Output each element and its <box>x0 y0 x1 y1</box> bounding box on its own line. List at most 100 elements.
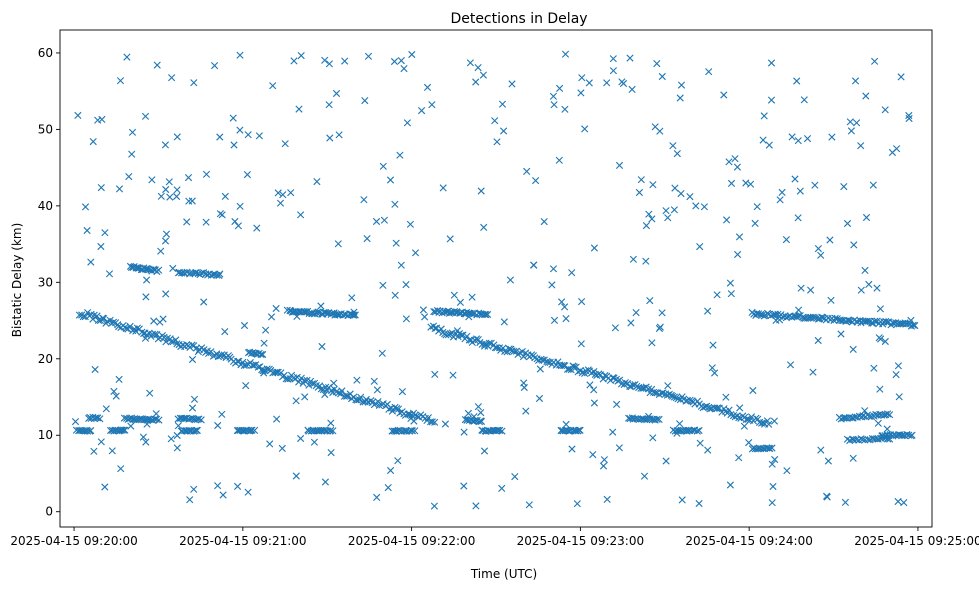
data-point <box>696 439 704 447</box>
data-point <box>814 245 822 253</box>
data-point <box>122 324 130 333</box>
data-point <box>530 261 538 269</box>
data-point <box>589 451 597 459</box>
data-point <box>735 454 743 462</box>
data-point <box>468 293 476 301</box>
data-point <box>418 107 426 115</box>
data-point <box>892 371 900 379</box>
data-point <box>562 420 570 428</box>
data-point <box>173 133 181 141</box>
data-point <box>723 216 731 224</box>
data-point <box>531 354 539 362</box>
data-point <box>98 115 106 123</box>
data-point <box>831 314 839 322</box>
data-point <box>905 431 913 439</box>
data-point <box>851 77 860 85</box>
data-point <box>386 176 395 184</box>
data-point <box>110 387 118 395</box>
data-point <box>318 342 326 351</box>
data-point <box>695 426 703 435</box>
data-point <box>151 330 159 338</box>
data-point <box>188 341 196 349</box>
data-point <box>152 410 160 418</box>
data-point <box>886 435 894 443</box>
data-point <box>671 184 679 192</box>
data-point <box>662 457 670 465</box>
data-point <box>875 334 883 342</box>
data-point <box>293 312 301 320</box>
data-point <box>148 176 156 184</box>
data-point <box>555 156 563 164</box>
data-point <box>827 296 835 304</box>
data-point <box>83 226 91 235</box>
data-point <box>511 473 519 481</box>
data-point <box>696 243 704 251</box>
data-point <box>801 314 810 322</box>
data-point <box>410 417 418 425</box>
data-point <box>768 444 776 452</box>
y-tick-label: 0 <box>45 505 53 519</box>
data-point <box>327 449 335 457</box>
data-point <box>297 374 305 382</box>
data-point <box>190 79 198 87</box>
data-point <box>776 196 784 204</box>
data-point <box>162 290 170 298</box>
data-point <box>188 404 197 412</box>
data-point <box>767 59 776 67</box>
data-point <box>853 119 861 127</box>
data-point <box>143 276 151 284</box>
data-point <box>117 465 125 473</box>
data-point <box>341 57 349 65</box>
data-point <box>893 145 901 153</box>
data-point <box>599 462 608 470</box>
data-point <box>908 431 916 439</box>
data-point <box>653 60 661 68</box>
data-point <box>747 180 755 188</box>
data-point <box>776 316 784 324</box>
y-tick-label: 20 <box>38 352 53 366</box>
data-point <box>556 84 564 92</box>
data-point <box>870 364 878 372</box>
data-point <box>871 57 879 65</box>
data-point <box>747 413 756 421</box>
data-point <box>387 466 395 475</box>
data-point <box>295 105 303 113</box>
data-point <box>112 392 120 400</box>
data-point <box>873 284 881 292</box>
data-point <box>536 365 544 373</box>
data-point <box>771 455 779 464</box>
data-point <box>496 426 504 434</box>
x-axis-label: Time (UTC) <box>470 567 537 581</box>
data-point <box>202 170 211 178</box>
data-point <box>788 133 796 141</box>
data-point <box>911 321 919 330</box>
data-point <box>169 264 177 272</box>
data-point <box>464 409 472 417</box>
data-point <box>670 206 678 214</box>
data-point <box>617 380 626 388</box>
data-point <box>783 467 791 475</box>
data-point <box>117 426 125 434</box>
data-point <box>609 374 617 382</box>
data-point <box>75 311 83 319</box>
data-point <box>850 241 858 249</box>
data-point <box>459 331 467 339</box>
data-point <box>493 344 501 352</box>
data-point <box>431 418 439 426</box>
data-point <box>658 309 666 317</box>
x-axis: 2025-04-15 09:20:00 2025-04-15 09:21:00 20… <box>10 527 979 548</box>
data-point <box>242 382 250 390</box>
data-point <box>619 79 628 88</box>
data-point <box>766 444 774 453</box>
data-point <box>481 342 489 350</box>
data-point <box>139 433 147 441</box>
data-point <box>586 381 594 389</box>
data-point <box>615 161 624 169</box>
data-point <box>378 349 386 357</box>
data-point <box>259 350 267 359</box>
data-point <box>561 105 569 113</box>
data-point <box>173 186 181 194</box>
data-point <box>269 82 277 90</box>
data-point <box>188 197 196 205</box>
data-point <box>390 57 399 66</box>
